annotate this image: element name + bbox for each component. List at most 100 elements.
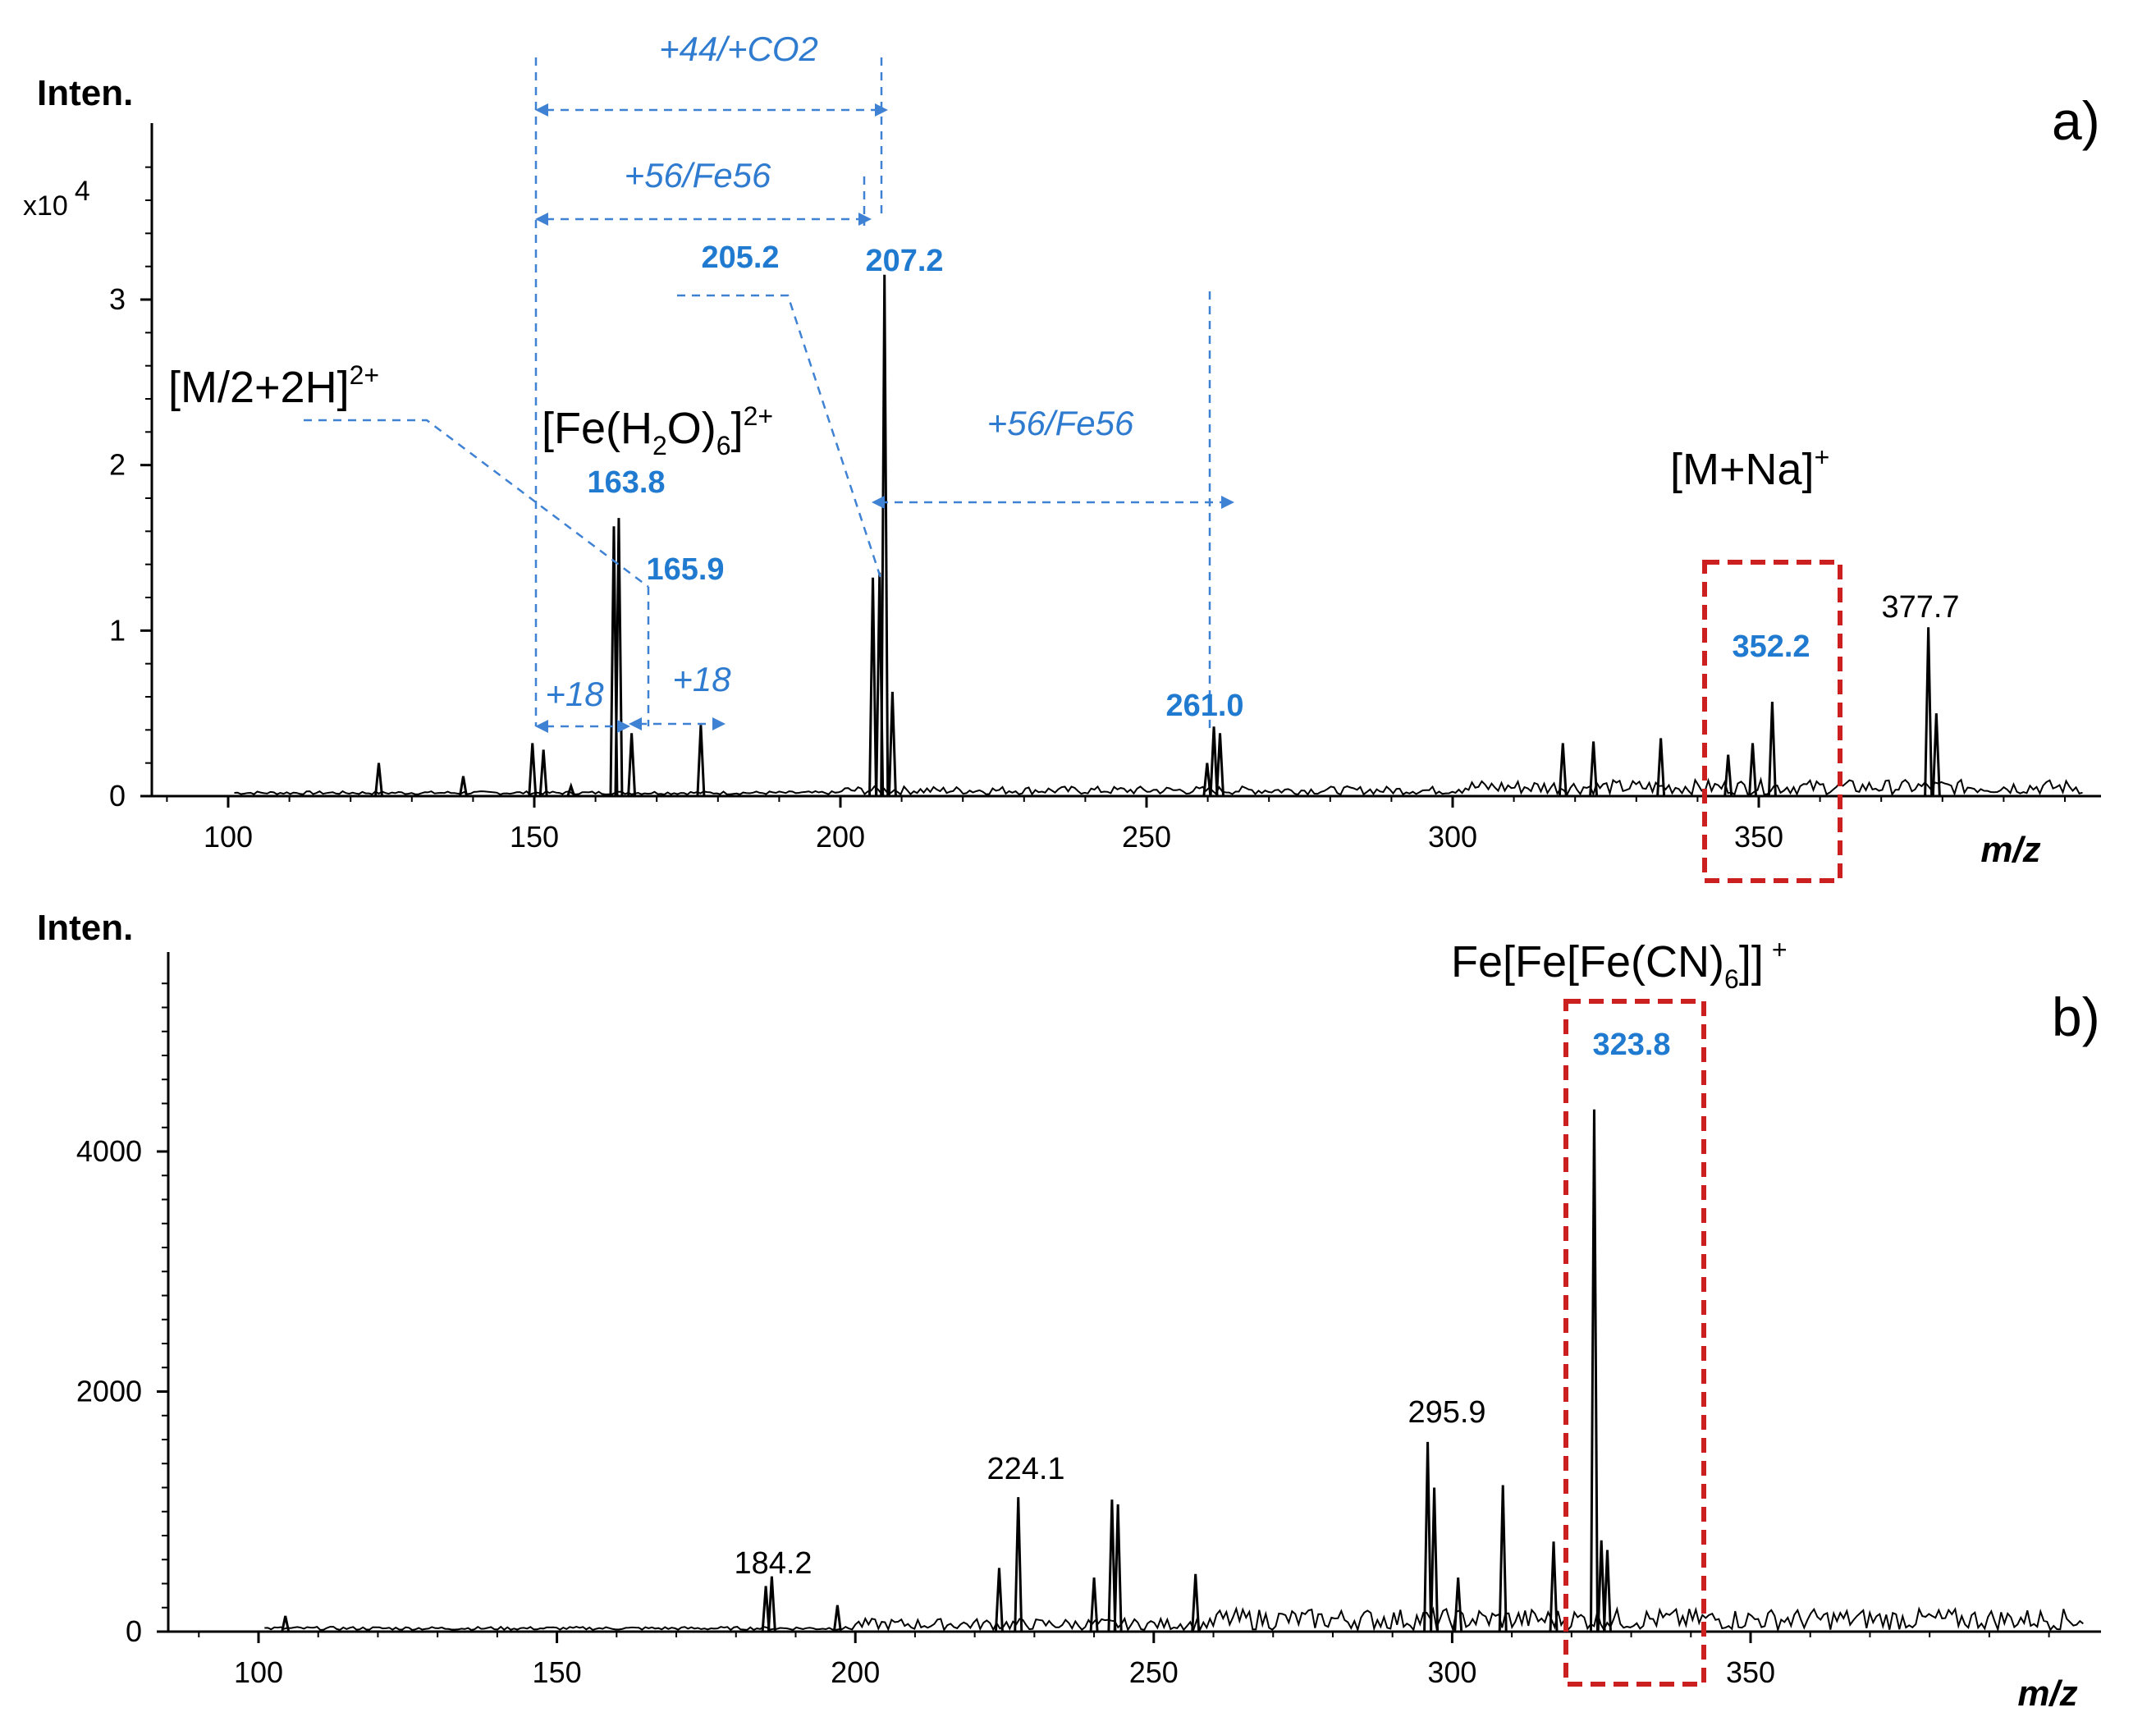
co2-arrow-left-head	[535, 103, 548, 117]
plus18-left-head-b	[617, 720, 630, 733]
panel-a-letter: a)	[2052, 90, 2100, 151]
peak	[1602, 1550, 1612, 1632]
peak	[1107, 1499, 1117, 1632]
fe56b-annotation: +56/Fe56	[987, 404, 1134, 442]
panel-b-letter: b)	[2052, 987, 2100, 1047]
ion-fe-h2o6: [Fe(H2O)6]2+	[542, 401, 773, 460]
ion-m2-2h: [M/2+2H]2+	[168, 360, 379, 412]
fe56-annotation: +56/Fe56	[625, 156, 771, 195]
x-tick-label: 300	[1428, 820, 1477, 854]
peak-label-205-2: 205.2	[701, 240, 779, 275]
fe56-arrow-left-head	[535, 213, 548, 226]
highlight-box-352	[1702, 560, 1842, 883]
peak	[994, 1568, 1004, 1632]
y-tick-label: 3	[109, 282, 126, 316]
peak	[1498, 1485, 1508, 1632]
peak-label-261-0: 261.0	[1165, 689, 1243, 723]
peak	[1748, 743, 1758, 797]
peak-label-377-7: 377.7	[1881, 590, 1959, 625]
peak	[767, 1576, 776, 1632]
x-tick-label: 200	[831, 1655, 880, 1689]
peak	[1558, 743, 1568, 797]
peak-label-323-8: 323.8	[1592, 1028, 1670, 1062]
panel-a-y-multiplier: x10 4	[23, 176, 90, 222]
peak-label-224-1: 224.1	[986, 1452, 1064, 1486]
panel-b-baseline-noise	[264, 1605, 2084, 1633]
peak	[1215, 733, 1225, 797]
panel-a-xlabel: m/z	[1980, 830, 2040, 870]
peak	[880, 274, 890, 797]
peak	[696, 725, 706, 797]
panel-b-peaks	[281, 1109, 1612, 1632]
fe56-arrow-right-head	[858, 213, 872, 226]
x-tick-label: 250	[1122, 820, 1171, 854]
x-tick-label: 300	[1427, 1655, 1476, 1689]
y-tick-label: 0	[109, 779, 126, 813]
peak	[1767, 701, 1777, 797]
x-tick-label: 200	[816, 820, 865, 854]
peak	[761, 1586, 771, 1632]
peak	[1924, 627, 1934, 797]
panel-a-x-ticks: 100 150 200 250 300 350	[166, 796, 2066, 854]
peak	[1596, 1540, 1606, 1632]
x-tick-label: 150	[533, 1655, 582, 1689]
plus18-left-head-a	[535, 720, 548, 733]
highlight-box-323	[1563, 999, 1706, 1687]
x-tick-label: 350	[1726, 1655, 1775, 1689]
plus18-left-annotation: +18	[545, 675, 604, 713]
peak	[1191, 1573, 1201, 1632]
x-tick-label: 150	[510, 820, 559, 854]
y-tick-label: 2	[109, 448, 126, 482]
y-tick-label: 1	[109, 613, 126, 647]
peak	[538, 749, 548, 797]
y-tick-label: 2000	[76, 1375, 142, 1408]
panel-b-x-ticks: 100 150 200 250 300 350	[198, 1632, 2050, 1689]
peak	[1113, 1504, 1123, 1632]
peak	[528, 743, 538, 797]
plus18-right-head-a	[629, 717, 642, 730]
peak	[1589, 1109, 1599, 1632]
peak-label-295-9: 295.9	[1408, 1395, 1485, 1430]
panel-a: Inten. x10 4 a) m/z 0 1 2 3 100 150 200 250 300 3…	[23, 30, 2101, 883]
peak	[627, 733, 637, 797]
panel-b-y-minor-ticks	[162, 982, 168, 1632]
co2-arrow-right-head	[875, 103, 888, 117]
peak	[1656, 738, 1666, 797]
peak	[1430, 1487, 1440, 1632]
peak	[1209, 726, 1219, 797]
x-tick-label: 100	[234, 1655, 283, 1689]
peak	[1723, 754, 1733, 797]
p205-leader	[677, 294, 884, 584]
x-tick-label: 250	[1129, 1655, 1179, 1689]
peak	[832, 1605, 842, 1632]
panel-a-peaks	[374, 274, 1941, 797]
panel-b-xlabel: m/z	[2017, 1673, 2077, 1714]
peak-label-352-2: 352.2	[1732, 630, 1810, 664]
m2h-leader	[304, 419, 649, 588]
peak-label-163-8: 163.8	[587, 465, 665, 500]
peak	[374, 762, 384, 797]
x-tick-label: 350	[1734, 820, 1783, 854]
peak	[1202, 762, 1212, 797]
peak	[1589, 741, 1599, 797]
panel-a-baseline-noise	[234, 776, 2083, 797]
peak	[566, 782, 576, 797]
peak	[1423, 1441, 1433, 1632]
co2-annotation: +44/+CO2	[659, 30, 818, 68]
fe56b-arrow-right-head	[1221, 496, 1234, 509]
peak-label-184-2: 184.2	[734, 1546, 812, 1581]
peak	[868, 577, 878, 797]
peak	[458, 776, 468, 797]
fe56b-arrow-left-head	[872, 496, 885, 509]
panel-a-annotations: +44/+CO2 +56/Fe56 +56/Fe56 +18 +18	[304, 30, 1234, 733]
y-tick-label: 0	[126, 1614, 142, 1648]
peak	[614, 518, 624, 797]
panel-b-y-ticks: 0 2000 4000	[76, 1134, 168, 1648]
peak-label-165-9: 165.9	[646, 552, 724, 587]
panel-b: Inten. b) m/z 0 2000 4000 100 150 200 250 300 3…	[37, 908, 2101, 1714]
panel-a-ylabel: Inten.	[37, 73, 133, 113]
peak	[1931, 713, 1941, 797]
y-tick-label: 4000	[76, 1134, 142, 1168]
peak	[887, 691, 897, 797]
